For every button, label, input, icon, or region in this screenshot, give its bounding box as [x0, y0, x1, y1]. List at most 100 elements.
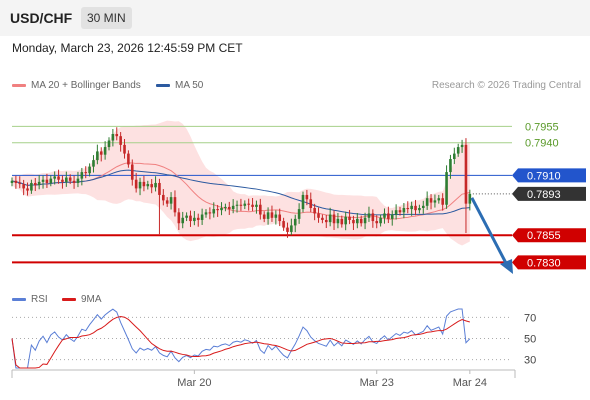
credit-text: Research © 2026 Trading Central	[431, 80, 581, 91]
bollinger-band	[12, 120, 470, 246]
candle-body	[375, 221, 379, 224]
candle-body	[352, 219, 355, 224]
candle-body	[45, 179, 49, 183]
candle-body	[30, 182, 33, 191]
level-tag-2	[512, 168, 586, 183]
candle-body	[359, 218, 363, 224]
candle-body	[76, 178, 80, 183]
candle-body	[84, 172, 88, 174]
level-label-2: 0.7910	[527, 170, 561, 182]
candle-body	[231, 205, 235, 210]
candle-body	[278, 214, 282, 222]
candle-body	[169, 197, 173, 204]
candle-body	[138, 181, 142, 189]
candle-body	[363, 217, 367, 224]
candle-body	[14, 180, 18, 183]
candle-body	[398, 210, 402, 213]
candle-body	[266, 212, 270, 219]
candle-body	[262, 214, 266, 219]
candle-body	[290, 225, 293, 232]
legend-ma20-label: MA 20 + Bollinger Bands	[31, 80, 141, 91]
candle-body	[297, 209, 301, 219]
candle-body	[162, 194, 165, 201]
candle-body	[425, 198, 429, 206]
level-label-4: 0.7855	[527, 230, 561, 242]
candle-body	[259, 204, 262, 215]
candle-body	[142, 181, 146, 187]
legend-ma50-swatch	[156, 83, 170, 87]
rsi-9ma-line	[11, 316, 470, 369]
level-tag-3	[512, 186, 586, 201]
candle-body	[216, 209, 219, 211]
legend-9ma-label: 9MA	[81, 294, 102, 305]
rsi-tick-label: 70	[524, 312, 536, 324]
candle-body	[134, 179, 138, 189]
candle-body	[212, 209, 216, 214]
symbol-label: USD/CHF	[10, 10, 73, 26]
candle-body	[239, 204, 243, 206]
candle-body	[243, 203, 247, 206]
candle-body	[433, 200, 437, 203]
candle-body	[383, 213, 386, 218]
candle-body	[165, 200, 169, 204]
candle-body	[158, 182, 161, 195]
forecast-arrow-line	[470, 197, 509, 266]
candle-body	[111, 134, 115, 141]
candle-body	[92, 160, 95, 167]
candle-body	[255, 204, 258, 207]
candle-body	[37, 181, 41, 186]
candle-body	[421, 205, 425, 208]
level-label-1: 0.7940	[525, 138, 559, 150]
candle-body	[394, 210, 398, 215]
legend-ma50: MA 50	[156, 80, 203, 91]
candle-body	[177, 212, 181, 224]
candle-body	[305, 194, 309, 200]
candle-body	[80, 172, 84, 179]
candle-body	[107, 140, 111, 148]
candle-body	[208, 212, 212, 214]
legend-rsi-swatch	[12, 297, 26, 301]
level-tag-4	[512, 228, 586, 243]
candle-body	[103, 147, 107, 155]
candle-body	[150, 184, 153, 188]
candle-body	[33, 182, 37, 186]
candle-body	[328, 214, 332, 223]
candle-body	[204, 212, 208, 215]
candle-body	[293, 218, 297, 226]
x-tick-label: Mar 23	[360, 377, 394, 389]
candle-body	[429, 198, 433, 203]
candle-body	[441, 198, 444, 205]
candle-body	[115, 134, 119, 137]
candle-body	[146, 184, 150, 187]
level-label-0: 0.7955	[525, 121, 559, 133]
x-tick-label: Mar 20	[177, 377, 211, 389]
candle-body	[53, 176, 56, 179]
rsi-line	[11, 308, 471, 369]
candle-body	[123, 144, 126, 154]
candle-body	[367, 213, 371, 218]
candle-body	[340, 218, 344, 225]
candle-body	[449, 159, 452, 173]
candle-body	[460, 144, 464, 148]
x-tick-label: Mar 24	[453, 377, 487, 389]
candle-body	[154, 182, 157, 188]
candle-body	[406, 208, 410, 210]
candle-body	[321, 217, 324, 220]
rsi-tick-label: 50	[524, 334, 536, 346]
candle-body	[414, 205, 417, 211]
candle-body	[127, 153, 130, 165]
legend-9ma: 9MA	[62, 294, 102, 305]
candle-body	[26, 188, 29, 191]
timeframe-button[interactable]: 30 MIN	[81, 7, 132, 29]
candle-body	[99, 151, 103, 155]
candle-body	[356, 218, 359, 224]
candle-body	[41, 179, 45, 182]
candle-body	[402, 208, 406, 213]
candle-body	[251, 204, 254, 207]
candle-body	[61, 179, 64, 182]
candle-body	[270, 212, 274, 218]
candle-body	[286, 227, 289, 232]
candle-body	[119, 136, 122, 145]
candle-body	[96, 151, 99, 161]
